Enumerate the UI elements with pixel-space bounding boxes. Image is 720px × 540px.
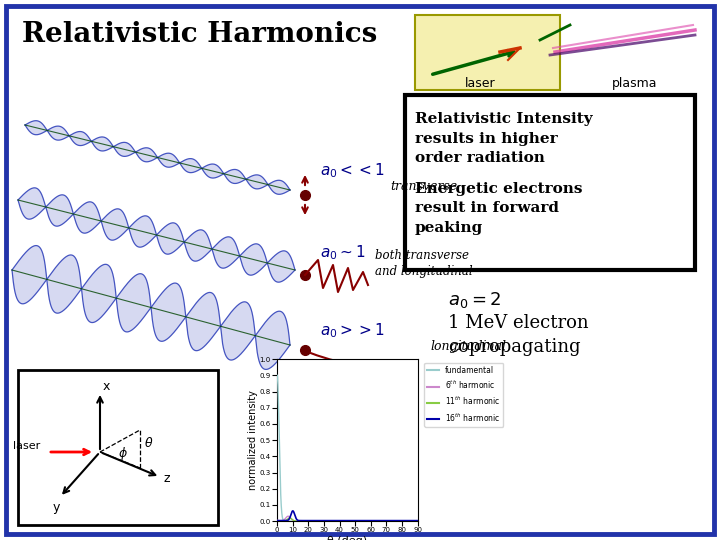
Text: x: x bbox=[103, 381, 110, 394]
Text: both transverse
and longitudinal: both transverse and longitudinal bbox=[375, 249, 472, 278]
Text: plasma: plasma bbox=[612, 77, 658, 90]
Polygon shape bbox=[12, 246, 290, 369]
Polygon shape bbox=[18, 188, 295, 282]
Text: Energetic electrons
result in forward
peaking: Energetic electrons result in forward pe… bbox=[415, 182, 582, 235]
Text: laser: laser bbox=[464, 77, 495, 90]
Bar bbox=[415, 15, 560, 90]
Text: $a_0 << 1$: $a_0 << 1$ bbox=[320, 161, 384, 180]
Text: $a_0 \sim 1$: $a_0 \sim 1$ bbox=[320, 243, 366, 262]
Legend: fundamental, $6^{th}$ harmonic, $11^{th}$ harmonic, $16^{th}$ harmonic: fundamental, $6^{th}$ harmonic, $11^{th}… bbox=[424, 363, 503, 427]
Text: $a_0=2$: $a_0=2$ bbox=[448, 290, 501, 310]
Text: longitudinal: longitudinal bbox=[430, 340, 506, 353]
Bar bbox=[18, 370, 218, 525]
X-axis label: θ (deg): θ (deg) bbox=[328, 536, 367, 540]
Text: $\phi$: $\phi$ bbox=[118, 445, 128, 462]
Text: y: y bbox=[53, 501, 60, 514]
Text: $a_0 >> 1$: $a_0 >> 1$ bbox=[320, 321, 384, 340]
Text: 1 MeV electron: 1 MeV electron bbox=[448, 314, 589, 332]
Text: $\theta$: $\theta$ bbox=[144, 436, 153, 450]
Text: z: z bbox=[164, 472, 171, 485]
Text: Relativistic Harmonics: Relativistic Harmonics bbox=[22, 22, 377, 49]
Text: transverse: transverse bbox=[390, 180, 457, 193]
Y-axis label: normalized intensity: normalized intensity bbox=[248, 390, 258, 490]
Polygon shape bbox=[25, 121, 290, 194]
Bar bbox=[405, 95, 695, 270]
Text: Relativistic Intensity
results in higher
order radiation: Relativistic Intensity results in higher… bbox=[415, 112, 593, 165]
Text: copropagating: copropagating bbox=[448, 338, 580, 356]
Text: laser: laser bbox=[13, 441, 40, 451]
